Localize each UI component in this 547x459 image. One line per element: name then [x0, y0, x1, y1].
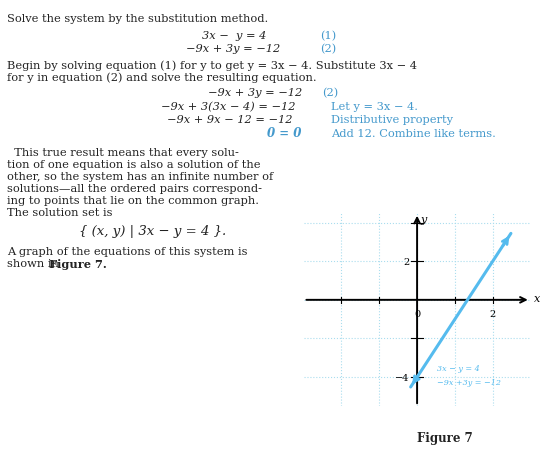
Text: −9x + 3y = −12: −9x + 3y = −12 [186, 44, 280, 54]
Text: Distributive property: Distributive property [331, 115, 453, 125]
Text: −9x + 9x − 12 = −12: −9x + 9x − 12 = −12 [167, 115, 292, 125]
Text: This true result means that every solu-: This true result means that every solu- [7, 148, 238, 158]
Text: −9x +3y = −12: −9x +3y = −12 [437, 378, 501, 386]
Text: −9x + 3(3x − 4) = −12: −9x + 3(3x − 4) = −12 [161, 101, 296, 112]
Text: 2: 2 [490, 309, 496, 318]
Text: The solution set is: The solution set is [7, 207, 112, 218]
Text: solutions—all the ordered pairs correspond-: solutions—all the ordered pairs correspo… [7, 184, 261, 194]
Text: 3x − y = 4: 3x − y = 4 [437, 364, 480, 373]
Text: Add 12. Combine like terms.: Add 12. Combine like terms. [331, 129, 496, 139]
Text: (2): (2) [320, 44, 336, 54]
Text: 2: 2 [403, 257, 410, 266]
Text: Begin by solving equation (1) for y to get y = 3x − 4. Substitute 3x − 4: Begin by solving equation (1) for y to g… [7, 61, 417, 71]
Text: Solve the system by the substitution method.: Solve the system by the substitution met… [7, 14, 268, 24]
Text: tion of one equation is also a solution of the: tion of one equation is also a solution … [7, 160, 260, 170]
Text: Figure 7: Figure 7 [417, 431, 473, 444]
Text: A graph of the equations of this system is: A graph of the equations of this system … [7, 246, 247, 257]
Text: ing to points that lie on the common graph.: ing to points that lie on the common gra… [7, 196, 259, 206]
Text: { (x, y) | 3x − y = 4 }.: { (x, y) | 3x − y = 4 }. [79, 224, 226, 237]
Text: 0: 0 [414, 309, 420, 318]
Text: −4: −4 [395, 373, 410, 382]
Text: shown in: shown in [7, 258, 62, 269]
Text: for y in equation (2) and solve the resulting equation.: for y in equation (2) and solve the resu… [7, 73, 316, 83]
Text: 0 = 0: 0 = 0 [267, 127, 301, 140]
Text: 3x −  y = 4: 3x − y = 4 [202, 31, 267, 41]
Text: (1): (1) [320, 31, 336, 41]
Text: Let y = 3x − 4.: Let y = 3x − 4. [331, 101, 418, 112]
Text: x: x [534, 293, 540, 303]
Text: y: y [421, 214, 427, 224]
Text: (2): (2) [322, 88, 338, 98]
Text: Figure 7.: Figure 7. [49, 258, 107, 269]
Text: −9x + 3y = −12: −9x + 3y = −12 [208, 88, 302, 98]
Text: other, so the system has an infinite number of: other, so the system has an infinite num… [7, 172, 273, 182]
